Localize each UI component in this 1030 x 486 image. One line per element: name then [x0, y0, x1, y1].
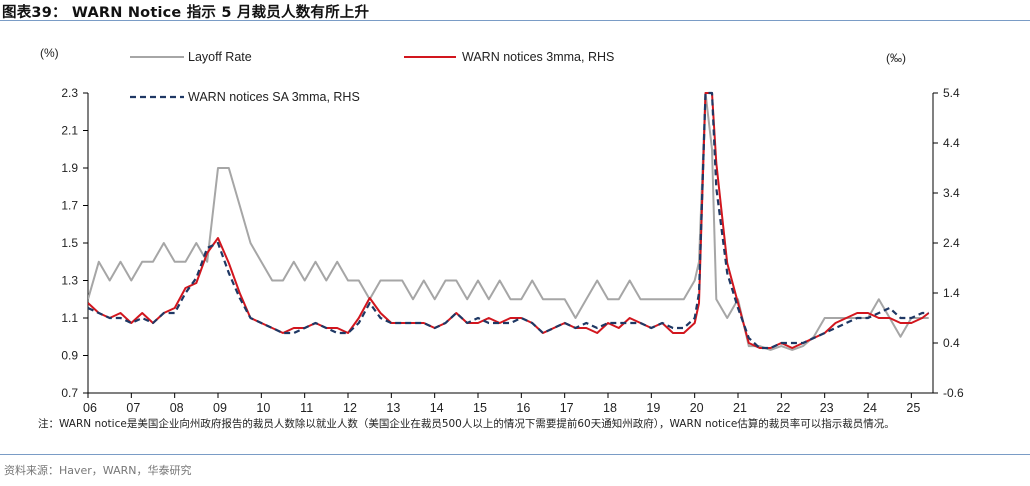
left-tick-label: 0.9 [61, 349, 78, 363]
x-tick-label: 22 [776, 401, 790, 415]
series-layoff-rate [88, 92, 929, 351]
x-tick-label: 16 [516, 401, 530, 415]
x-tick-label: 07 [126, 401, 140, 415]
legend: Layoff Rate WARN notices 3mma, RHS WARN … [130, 50, 614, 104]
chart-source: 资料来源：Haver，WARN，华泰研究 [4, 464, 192, 477]
left-tick-label: 0.7 [61, 386, 78, 400]
right-tick-label: -0.6 [943, 386, 964, 400]
x-tick-label: 24 [863, 401, 877, 415]
legend-label-warn-sa-3mma: WARN notices SA 3mma, RHS [188, 90, 360, 104]
left-tick-label: 1.5 [61, 236, 78, 250]
x-tick-label: 08 [170, 401, 184, 415]
title-rule [0, 20, 1030, 21]
left-tick-label: 1.1 [61, 311, 78, 325]
x-tick-label: 15 [473, 401, 487, 415]
left-tick-label: 2.3 [61, 86, 78, 100]
x-tick-label: 09 [213, 401, 227, 415]
left-axis-ticks: 2.3 2.1 1.9 1.7 1.5 1.3 1.1 0.9 0.7 [61, 86, 88, 400]
x-tick-label: 12 [343, 401, 357, 415]
x-tick-label: 14 [430, 401, 444, 415]
x-tick-label: 17 [560, 401, 574, 415]
chart-note: 注：WARN notice是美国企业向州政府报告的裁员人数除以就业人数（美国企业… [38, 418, 895, 430]
x-tick-label: 19 [646, 401, 660, 415]
right-axis-unit: (‰) [886, 51, 906, 65]
right-axis-ticks: 5.4 4.4 3.4 2.4 1.4 0.4 -0.6 [933, 86, 964, 400]
right-tick-label: 4.4 [943, 136, 960, 150]
x-tick-label: 11 [300, 401, 313, 415]
x-tick-label: 23 [820, 401, 834, 415]
left-tick-label: 2.1 [61, 124, 78, 138]
x-tick-label: 18 [603, 401, 617, 415]
right-tick-label: 0.4 [943, 336, 960, 350]
right-tick-label: 1.4 [943, 286, 960, 300]
series-warn-3mma [88, 92, 930, 349]
x-tick-label: 21 [733, 401, 747, 415]
right-tick-label: 5.4 [943, 86, 960, 100]
footer-rule [0, 454, 1030, 455]
left-axis-unit: (%) [40, 46, 59, 60]
right-tick-label: 3.4 [943, 186, 960, 200]
x-tick-label: 06 [83, 401, 97, 415]
x-tick-label: 25 [906, 401, 920, 415]
left-tick-label: 1.3 [61, 274, 78, 288]
right-tick-label: 2.4 [943, 236, 960, 250]
legend-label-layoff-rate: Layoff Rate [188, 50, 252, 64]
left-tick-label: 1.7 [61, 199, 78, 213]
x-tick-label: 13 [386, 401, 400, 415]
legend-label-warn-3mma: WARN notices 3mma, RHS [462, 50, 614, 64]
series-warn-sa-3mma [88, 91, 929, 350]
x-tick-label: 20 [690, 401, 704, 415]
series-group [88, 91, 930, 351]
x-tick-label: 10 [256, 401, 270, 415]
x-axis-ticks: 06 07 08 09 10 11 12 13 14 15 16 17 18 19 20 21 22 23 24 25 [83, 393, 920, 415]
left-tick-label: 1.9 [61, 161, 78, 175]
chart-title: 图表39： WARN Notice 指示 5 月裁员人数有所上升 [2, 5, 370, 21]
